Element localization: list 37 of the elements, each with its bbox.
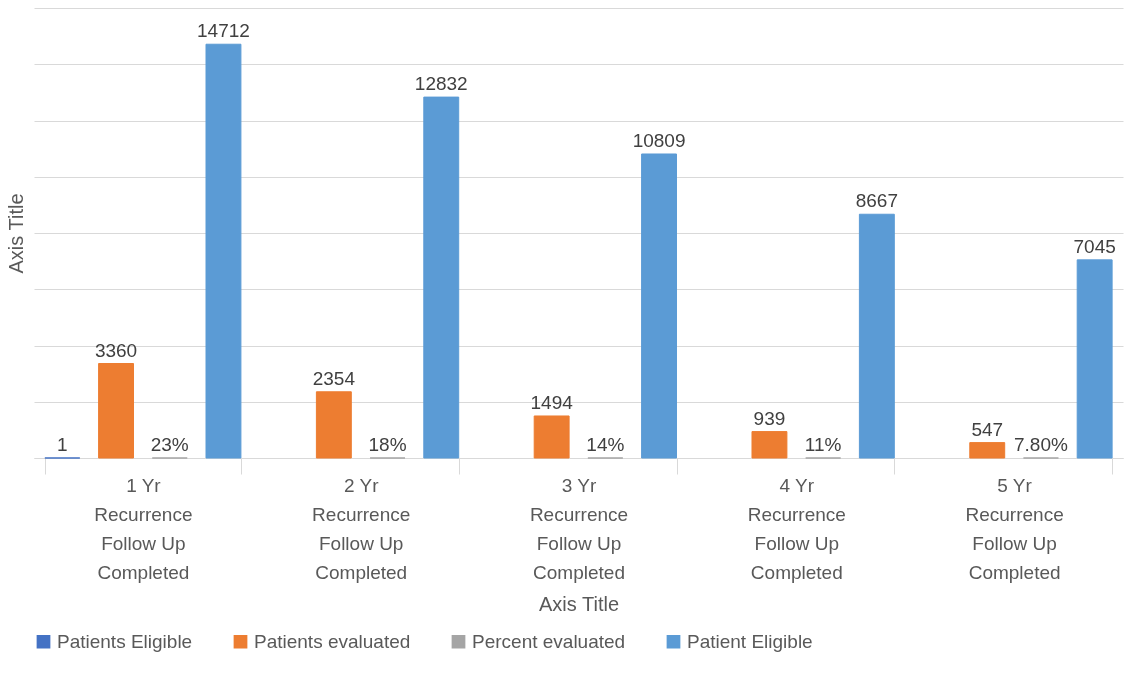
bar [969, 442, 1006, 459]
legend-label: Patients Eligible [57, 630, 193, 652]
data-label: 10809 [632, 130, 686, 151]
data-label: 7.80% [1014, 434, 1068, 455]
data-label: 1 [57, 433, 68, 455]
data-label: 547 [971, 418, 1004, 440]
data-label: 14% [586, 434, 625, 455]
bar [98, 363, 134, 459]
x-tick-label: 2 Yr Recurrence Follow Up Completed [312, 474, 411, 583]
data-label: 12832 [414, 73, 468, 95]
x-tick-label: 5 Yr Recurrence Follow Up Completed [965, 474, 1064, 583]
data-label: 2354 [312, 367, 356, 389]
data-label: 7045 [1073, 235, 1116, 257]
legend-label: Patients evaluated [254, 630, 411, 652]
bar [858, 213, 895, 459]
bar [1076, 259, 1113, 459]
data-label: 23% [150, 433, 189, 455]
y-axis-title: Axis Title [4, 193, 27, 274]
bar [315, 391, 352, 459]
data-label: 1494 [530, 391, 574, 413]
data-label: 11% [804, 434, 842, 455]
data-label: 8667 [855, 190, 898, 212]
bar [533, 415, 570, 459]
legend-label: Patient Eligible [687, 630, 813, 652]
legend-label: Percent evaluated [472, 630, 626, 652]
data-label: 3360 [94, 339, 138, 361]
bar [641, 153, 678, 459]
bar [423, 96, 460, 459]
bar [751, 431, 788, 459]
data-label: 14712 [197, 20, 250, 42]
bar [205, 43, 242, 459]
data-label: 18% [368, 433, 407, 455]
x-tick-label: 1 Yr Recurrence Follow Up Completed [94, 474, 193, 583]
x-axis-title: Axis Title [538, 592, 620, 615]
x-tick-label: 4 Yr Recurrence Follow Up Completed [747, 474, 846, 583]
data-label: 939 [753, 407, 786, 429]
x-tick-label: 3 Yr Recurrence Follow Up Completed [529, 474, 629, 583]
